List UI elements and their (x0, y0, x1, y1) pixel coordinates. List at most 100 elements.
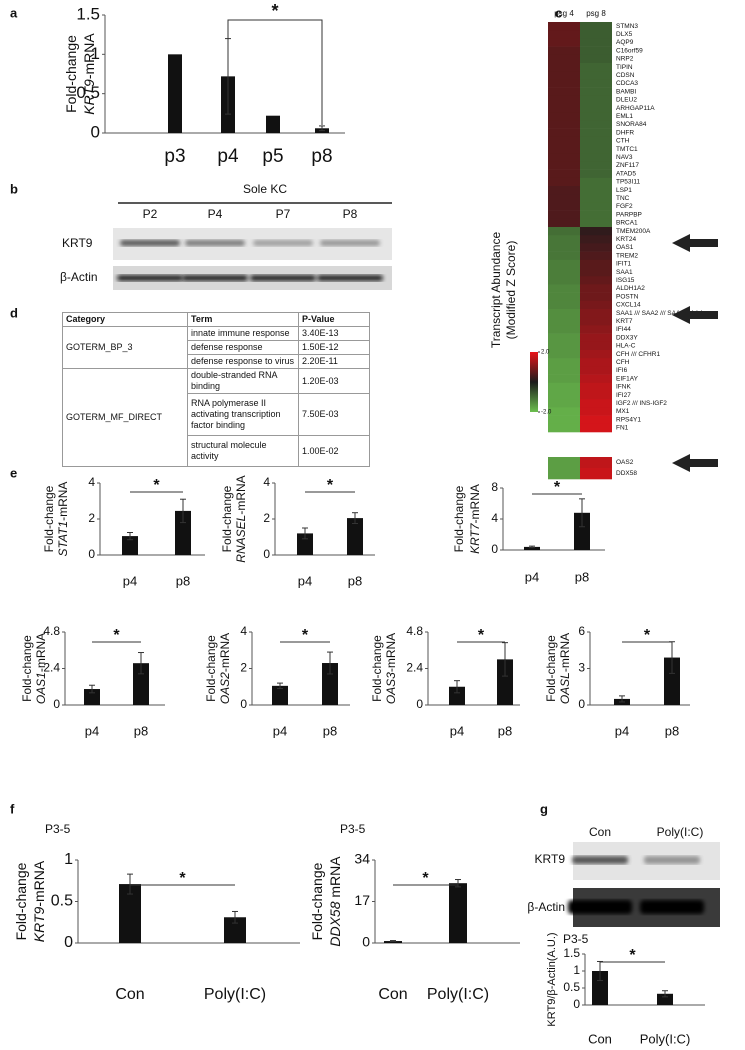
subtitle: P3-5 (563, 932, 589, 946)
blot-band (572, 856, 628, 864)
gene-label: POSTN (616, 293, 639, 300)
y-tick-label: 0 (263, 547, 270, 561)
gene-label: CXCL14 (616, 302, 641, 309)
heatmap-cell (580, 128, 612, 138)
gene-label: KRT24 (616, 236, 636, 243)
gene-label: NRP2 (616, 56, 634, 63)
y-tick-label: 3 (578, 661, 585, 675)
heatmap-cell (548, 210, 580, 220)
y-tick-label: 1 (64, 851, 73, 868)
y-axis-label-part: -mRNA (234, 475, 248, 514)
y-axis-label-part: DDX58 (327, 901, 343, 946)
panel-letter: a (10, 5, 18, 20)
x-tick-label: Poly(I:C) (204, 986, 266, 1003)
gene-label: FN1 (616, 425, 629, 432)
y-axis-label: Fold-change (63, 35, 79, 113)
colorbar-tick-label: 2.0 (541, 350, 550, 356)
heatmap-cell (548, 407, 580, 416)
heatmap-column-label: psg 8 (586, 9, 606, 18)
error-bar (319, 125, 325, 132)
heatmap-cell (580, 284, 612, 293)
heatmap-cell (548, 46, 580, 56)
header-cell: Term (187, 312, 299, 327)
gene-label: IFI6 (616, 367, 628, 374)
heatmap-cell (548, 374, 580, 384)
y-tick-label: 0 (416, 697, 423, 711)
y-tick-label: 0.5 (563, 980, 580, 994)
heatmap-cell (548, 218, 580, 228)
heatmap-cell (580, 391, 612, 400)
gene-label: CFH /// CFHR1 (616, 351, 660, 358)
term-cell: defense response to virus (187, 354, 299, 369)
error-bar (127, 873, 133, 895)
panel-letter: b (10, 181, 18, 196)
gene-label: HLA-C (616, 343, 636, 350)
y-axis-label-part: Fold-change (42, 485, 56, 552)
bar (657, 993, 673, 1005)
pvalue-cell: 1.00E-02 (298, 435, 370, 467)
heatmap-cell (548, 268, 580, 277)
error-bar (277, 682, 283, 690)
x-tick-label: p4 (525, 569, 539, 584)
heatmap-cell (548, 457, 580, 469)
y-tick-label: 0.5 (76, 83, 100, 102)
y-tick-label: 4 (263, 475, 270, 489)
y-axis-label: OAS3-mRNA (384, 633, 398, 704)
heatmap-cell (548, 177, 580, 187)
y-tick-label: 4 (88, 475, 95, 489)
heatmap-cell (548, 309, 580, 318)
heatmap-cell (548, 71, 580, 80)
x-tick-label: p4 (85, 723, 99, 738)
heatmap-cell (548, 350, 580, 359)
blot-band (568, 900, 632, 914)
blot-band (253, 240, 313, 246)
y-tick-label: 0 (573, 997, 580, 1011)
gene-label: BAMBI (616, 88, 636, 95)
bar (133, 663, 149, 705)
x-tick-label: p4 (217, 146, 239, 167)
gene-label: DLX5 (616, 31, 633, 38)
gene-label: MX1 (616, 408, 630, 415)
y-tick-label: 2.4 (43, 661, 60, 675)
gene-label: SAA1 /// SAA2 /// SAA2-SAA4 (616, 310, 703, 317)
y-axis-label: Fold-change (204, 635, 218, 702)
error-bar (327, 651, 333, 675)
heatmap-cell (580, 218, 612, 228)
lane-label: Con (589, 825, 611, 839)
y-axis-label-part: KRT7 (468, 522, 482, 554)
significance-label: * (179, 870, 186, 887)
heatmap-cell (548, 382, 580, 392)
significance-label: * (327, 477, 334, 494)
heatmap-cell (580, 399, 612, 408)
y-axis-label-part: OAS2 (218, 672, 232, 704)
arrow (672, 454, 718, 472)
heatmap-cell (548, 391, 580, 400)
gene-label: OAS1 (616, 244, 634, 251)
y-tick-label: 1 (91, 44, 100, 63)
gene-label: C16orf59 (616, 47, 643, 54)
heatmap-cell (580, 79, 612, 88)
heatmap-cell (548, 399, 580, 408)
heatmap-cell (548, 415, 580, 425)
significance-label: * (554, 479, 561, 496)
y-axis-label: Fold-change (20, 635, 34, 702)
gene-label: CTH (616, 138, 630, 145)
gene-label: STMN3 (616, 23, 638, 30)
term-cell: innate immune response (187, 326, 299, 341)
heatmap-cell (580, 259, 612, 269)
y-axis-label-part: Fold-change (309, 862, 325, 940)
heatmap-cell (548, 423, 580, 433)
lane-label: Poly(I:C) (657, 825, 704, 839)
gene-label: RPS4Y1 (616, 416, 641, 423)
heatmap-cell (580, 407, 612, 416)
x-tick-label: p8 (348, 573, 362, 588)
y-axis-label-part: KRT9 (31, 906, 47, 942)
gene-label: LSP1 (616, 187, 632, 194)
bar (322, 663, 338, 705)
gene-label: CFH (616, 359, 630, 366)
y-axis-label: STAT1-mRNA (56, 482, 70, 557)
y-axis-label-part: -mRNA (34, 633, 48, 672)
heatmap-separator (548, 440, 612, 452)
x-tick-label: p4 (123, 573, 137, 588)
